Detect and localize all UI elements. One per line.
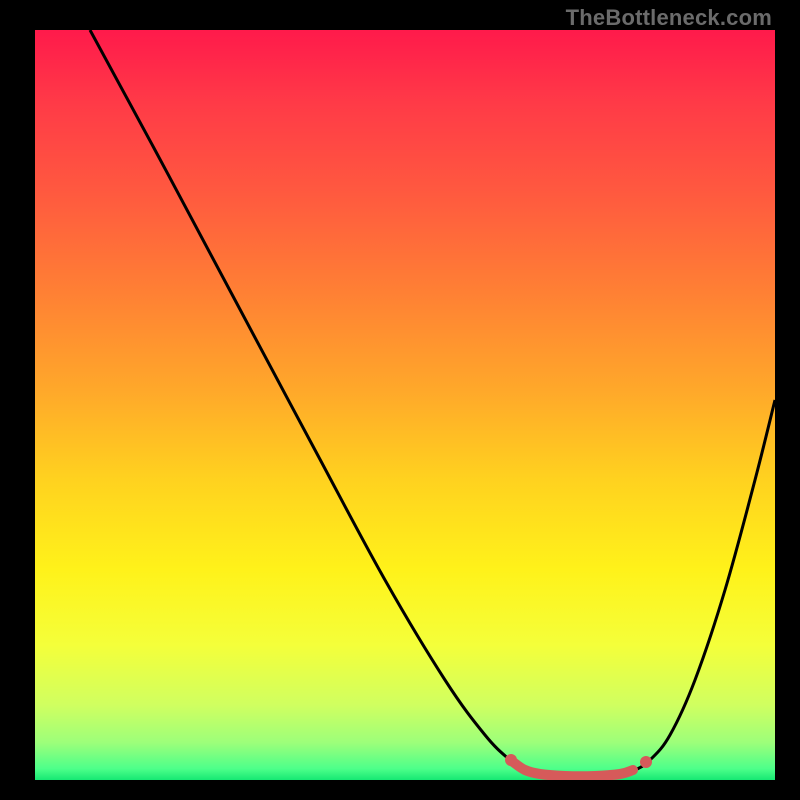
watermark-text: TheBottleneck.com <box>566 5 772 31</box>
chart-svg <box>35 30 775 780</box>
frame-bottom <box>0 780 800 800</box>
gradient-background <box>35 30 775 780</box>
plot-area <box>35 30 775 780</box>
frame-left <box>0 0 35 800</box>
highlight-end-dot <box>640 756 652 768</box>
highlight-start-dot <box>505 754 517 766</box>
frame-right <box>775 0 800 800</box>
